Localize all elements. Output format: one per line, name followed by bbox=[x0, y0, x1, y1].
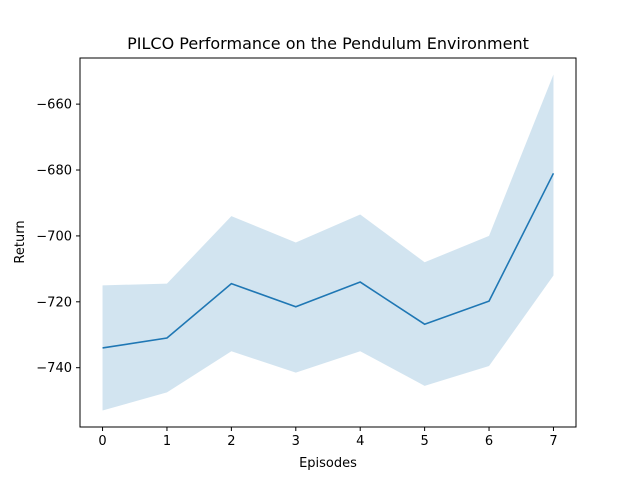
y-tick-label: −680 bbox=[36, 164, 72, 179]
x-tick-label: 0 bbox=[98, 434, 106, 449]
x-axis-ticks: 0 1 2 3 4 5 6 7 bbox=[98, 427, 558, 449]
y-tick-label: −720 bbox=[36, 295, 72, 310]
x-tick-label: 7 bbox=[549, 434, 557, 449]
plot-frame bbox=[79, 57, 577, 428]
confidence-band bbox=[102, 74, 554, 411]
series-line bbox=[102, 172, 555, 349]
chart-title: PILCO Performance on the Pendulum Enviro… bbox=[127, 34, 529, 53]
y-tick-label: −700 bbox=[36, 229, 72, 244]
x-axis-title: Episodes bbox=[299, 456, 357, 471]
x-tick-label: 2 bbox=[227, 434, 235, 449]
y-tick-label: −660 bbox=[36, 98, 72, 113]
y-tick-label: −740 bbox=[36, 361, 72, 376]
confidence-band-layer bbox=[102, 74, 554, 411]
x-tick-label: 5 bbox=[420, 434, 428, 449]
x-tick-label: 1 bbox=[163, 434, 171, 449]
series-line-layer bbox=[102, 172, 555, 349]
y-axis-ticks: −740 −720 −700 −680 −660 bbox=[36, 98, 80, 376]
y-axis-title: Return bbox=[13, 220, 28, 263]
x-tick-label: 6 bbox=[485, 434, 493, 449]
x-tick-label: 3 bbox=[292, 434, 300, 449]
x-tick-label: 4 bbox=[356, 434, 364, 449]
